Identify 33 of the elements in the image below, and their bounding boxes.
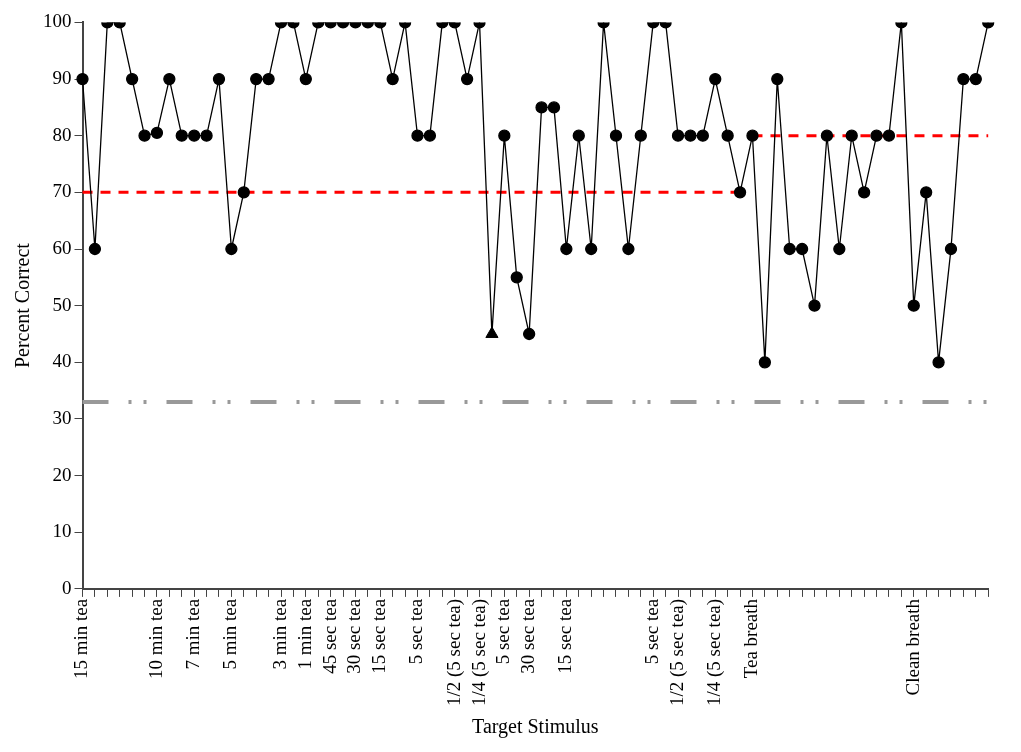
x-tick-label: 15 sec tea xyxy=(554,598,576,674)
x-tick-label: Clean breath xyxy=(901,598,923,696)
x-axis-title: Target Stimulus xyxy=(472,715,599,739)
y-tick-label: 50 xyxy=(52,293,72,315)
x-tick-label: Tea breath xyxy=(740,598,762,679)
y-tick-label: 20 xyxy=(52,463,72,485)
y-axis-title: Percent Correct xyxy=(11,242,34,369)
y-tick-label: 80 xyxy=(52,123,72,145)
x-tick-label: 10 min tea xyxy=(144,598,166,680)
x-tick-label: 3 min tea xyxy=(268,598,290,670)
y-tick-label: 60 xyxy=(52,236,72,258)
y-tick-label: 0 xyxy=(62,576,72,598)
x-tick-label: 15 sec tea xyxy=(368,598,390,674)
x-tick-label: 5 sec tea xyxy=(405,598,427,665)
x-tick-label: 1/2 (5 sec tea) xyxy=(442,598,465,707)
x-tick-label: 15 min tea xyxy=(70,598,92,680)
x-tick-label: 7 min tea xyxy=(182,598,204,670)
x-tick-label: 30 sec tea xyxy=(343,598,365,674)
x-tick-label: 1/4 (5 sec tea) xyxy=(703,598,726,707)
x-tick-label: 1/4 (5 sec tea) xyxy=(467,598,490,707)
x-tick-label: 5 sec tea xyxy=(492,598,514,665)
x-tick-label: 45 sec tea xyxy=(318,598,340,674)
y-tick-label: 100 xyxy=(43,10,72,32)
x-tick-label: 5 sec tea xyxy=(641,598,663,665)
x-tick-label: 30 sec tea xyxy=(517,598,539,674)
y-tick-label: 30 xyxy=(52,406,72,428)
y-tick-label: 70 xyxy=(52,180,72,202)
y-tick-label: 10 xyxy=(52,520,72,542)
x-tick-label: 5 min tea xyxy=(219,598,241,670)
x-tick-label: 1/2 (5 sec tea) xyxy=(666,598,689,707)
x-tick-label: 1 min tea xyxy=(293,598,315,670)
y-tick-label: 40 xyxy=(52,350,72,372)
y-tick-label: 90 xyxy=(52,67,72,89)
